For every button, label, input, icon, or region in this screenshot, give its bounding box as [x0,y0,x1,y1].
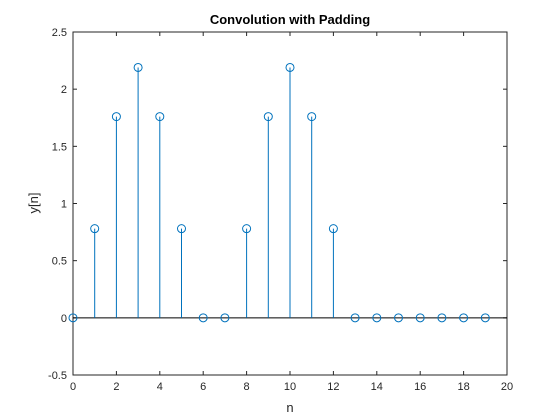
x-axis-title: n [286,400,293,415]
y-axis-title: y[n] [26,193,41,214]
x-tick-label: 18 [457,381,469,393]
x-tick-label: 0 [70,381,76,393]
x-tick-label: 2 [113,381,119,393]
y-tick-label: 0.5 [52,256,67,268]
y-tick-label: 2.5 [52,27,67,39]
x-tick-label: 12 [327,381,339,393]
x-tick-label: 20 [501,381,513,393]
y-tick-label: 1 [61,199,67,211]
y-tick-label: 0 [61,313,67,325]
y-tick-label: 1.5 [52,141,67,153]
y-tick-label: -0.5 [48,370,67,382]
x-tick-label: 10 [284,381,296,393]
x-tick-label: 4 [157,381,163,393]
x-tick-label: 16 [414,381,426,393]
x-tick-label: 14 [371,381,383,393]
y-tick-label: 2 [61,84,67,96]
chart-title: Convolution with Padding [210,12,370,27]
x-tick-label: 8 [244,381,250,393]
x-tick-label: 6 [200,381,206,393]
